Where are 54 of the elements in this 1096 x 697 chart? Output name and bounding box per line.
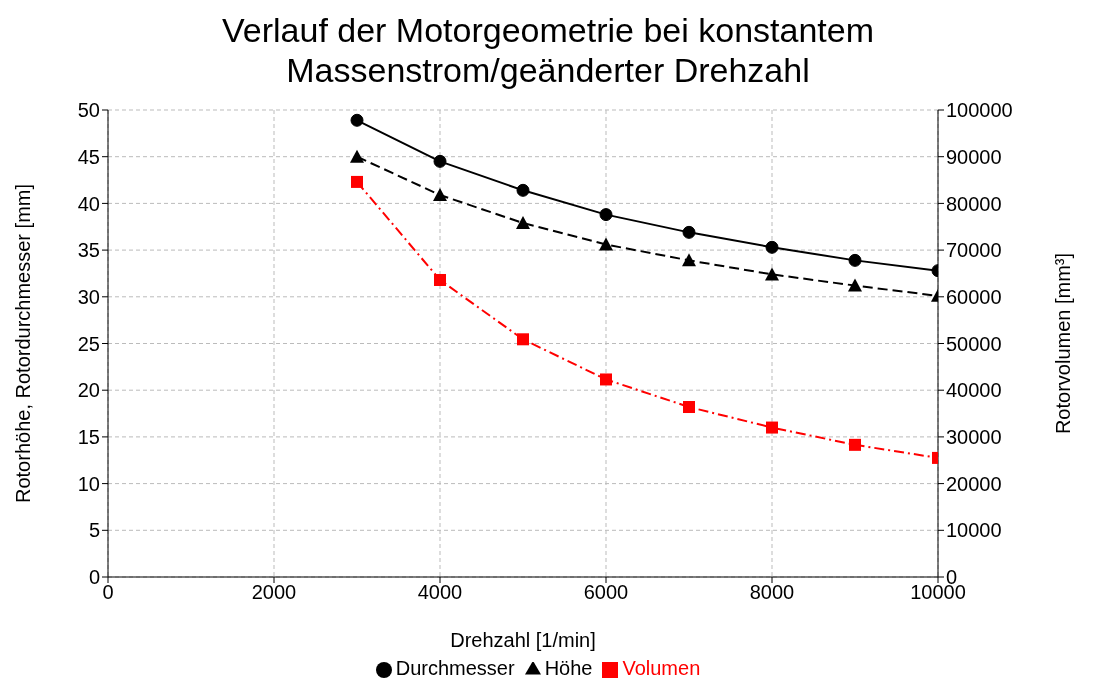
y2-tick-label: 40000 [946,379,1002,402]
point [517,333,529,346]
x-tick-label: 8000 [749,581,795,604]
x-tick-label: 2000 [251,581,297,604]
y2-tick-label: 70000 [946,239,1002,262]
y-tick-label: 0 [88,566,100,589]
point [766,421,778,434]
y2-tick-label: 90000 [946,145,1002,168]
y-tick-label: 50 [77,99,100,122]
point [765,267,779,281]
y2-tick-label: 20000 [946,472,1002,495]
y2-tick-label: 100000 [946,99,1013,122]
y-tick-label: 40 [77,192,100,215]
point [433,187,447,201]
point [848,253,862,267]
chart-title: Verlauf der Motorgeometrie bei konstantem Massenstrom/geänderter Drehzahl [221,10,875,90]
point [350,113,364,127]
point [516,216,530,230]
y-tick-label: 5 [88,519,100,542]
point [683,401,695,414]
x-axis-title: Drehzahl [1/min] [450,629,596,651]
y-tick-label: 30 [77,285,100,308]
point [434,273,446,286]
y2-tick-label: 80000 [946,192,1002,215]
y-tick-label: 35 [77,239,100,262]
y2-tick-label: 60000 [946,285,1002,308]
point [350,149,364,163]
y-tick-label: 10 [77,472,100,495]
y2-tick-label: 10000 [946,519,1002,542]
y-tick-label: 45 [77,145,100,168]
point [599,208,613,222]
y-tick-label: 20 [77,379,100,402]
y-tick-label: 25 [77,332,100,355]
point [516,183,530,197]
point [848,278,862,292]
legend-label: Durchmesser [395,657,515,679]
point [682,253,696,267]
point [433,154,447,168]
y-tick-label: 15 [77,426,100,448]
point [765,240,779,254]
x-tick-label: 0 [102,581,114,604]
y2-axis-title: Rotorvolumen [mm³] [1052,252,1075,435]
point [682,225,696,239]
point [849,438,861,451]
y2-tick-label: 50000 [946,332,1002,355]
y2-tick-label: 30000 [946,426,1002,448]
point [351,175,363,188]
x-tick-label: 4000 [417,581,463,604]
y-axis-title: Rotorhöhe, Rotordurchmesser [mm] [12,183,35,504]
x-tick-label: 6000 [583,581,629,604]
point [600,373,612,386]
point [599,237,613,251]
legend-label: Volumen [622,657,701,679]
legend-label: Höhe [544,657,593,679]
